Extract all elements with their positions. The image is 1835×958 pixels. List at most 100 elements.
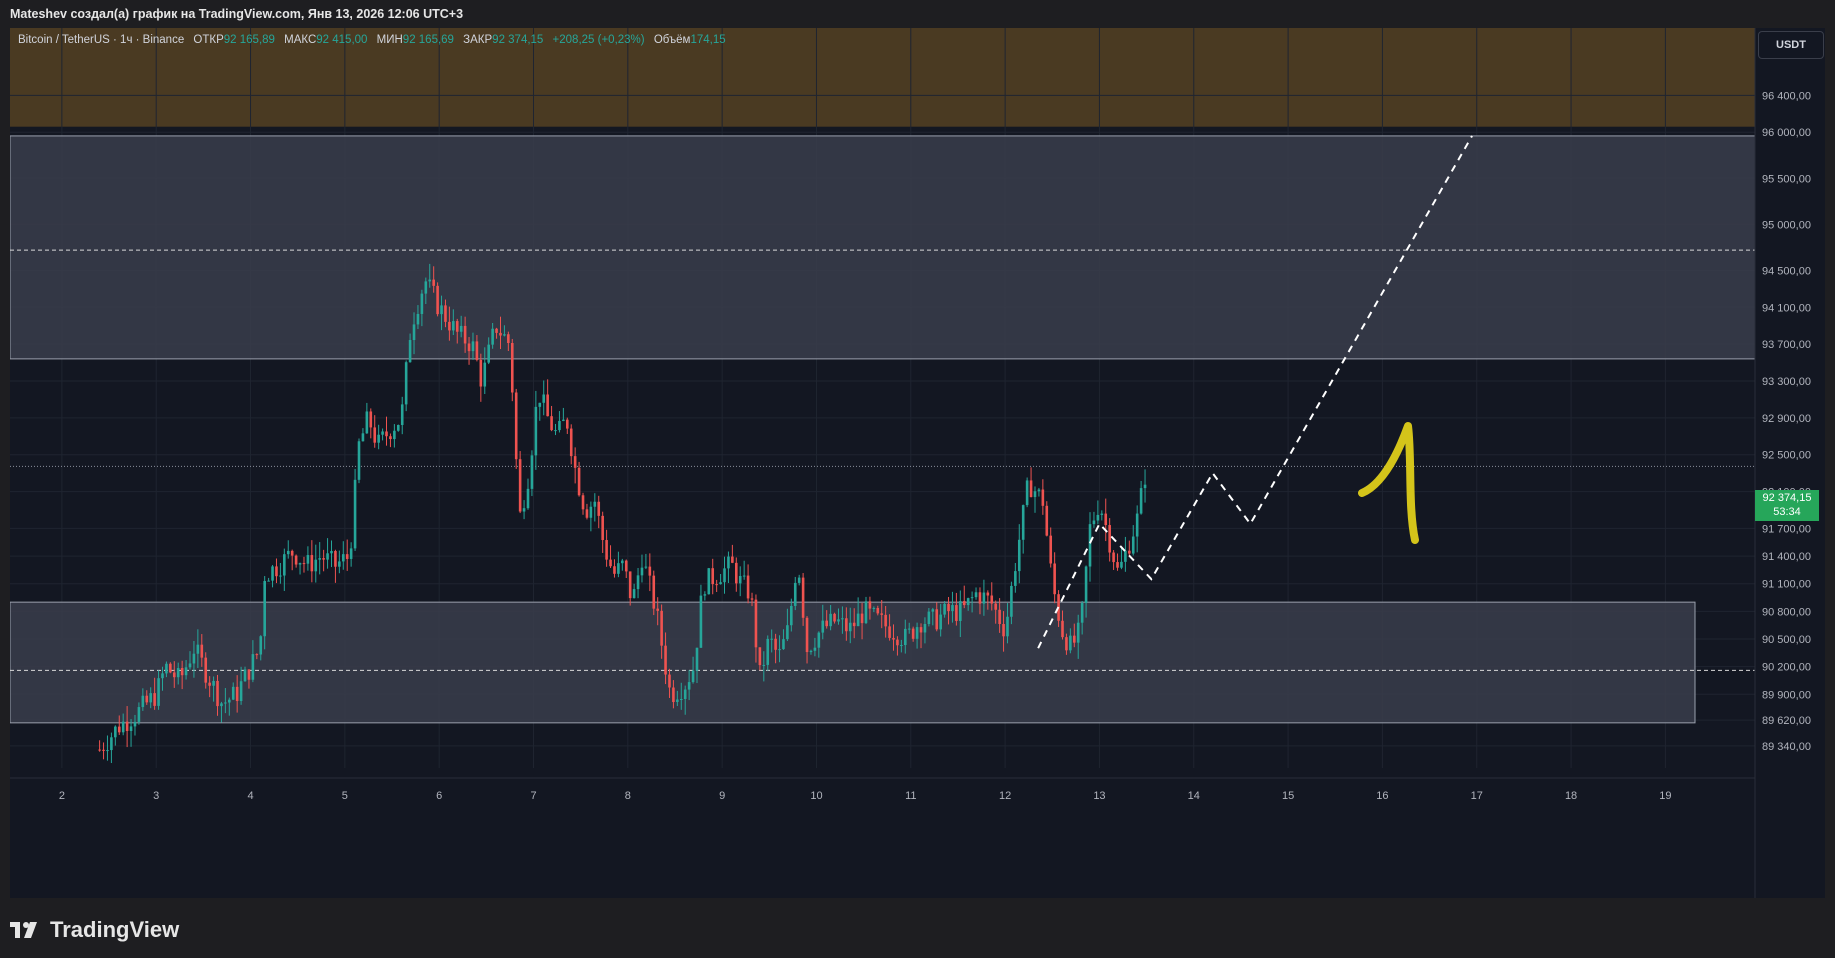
currency-button[interactable]: USDT [1758, 31, 1824, 59]
candle-body [624, 560, 628, 572]
candle-body [915, 627, 919, 639]
candle-body [1049, 535, 1053, 564]
candle-body [581, 495, 585, 510]
candle-body [479, 359, 483, 387]
candle-body [1080, 602, 1084, 623]
candle-body [565, 419, 569, 429]
candle-body [361, 433, 365, 442]
candle-body [1124, 550, 1127, 562]
bar-countdown: 53:34 [1773, 506, 1801, 518]
tradingview-logo-icon [10, 922, 37, 938]
candle-body [648, 566, 652, 576]
x-tick-label: 11 [905, 790, 916, 802]
candle-body [943, 603, 946, 615]
y-tick-label: 93 300,00 [1762, 376, 1811, 388]
candle-body [1128, 550, 1131, 554]
candle-body [106, 750, 109, 752]
candle-body [408, 340, 412, 363]
candle-body [1002, 624, 1005, 637]
y-tick-label: 92 500,00 [1762, 450, 1811, 462]
x-tick-label: 19 [1659, 790, 1671, 802]
candle-body [220, 703, 223, 707]
candle-body [1116, 562, 1119, 568]
candle-body [738, 575, 742, 584]
candle-body [133, 721, 137, 727]
low-value: 92 165,69 [402, 34, 454, 46]
candle-body [719, 582, 722, 585]
candle-body [424, 281, 428, 294]
tradingview-logo[interactable]: TradingView [10, 915, 179, 945]
price-scale [1755, 28, 1825, 898]
candle-body [283, 554, 286, 576]
y-tick-label: 91 400,00 [1762, 551, 1811, 563]
candle-body [931, 609, 935, 612]
candle-body [837, 619, 840, 622]
support-resistance-zone [10, 601, 1696, 724]
candle-body [1072, 635, 1076, 643]
candle-body [436, 285, 439, 315]
y-tick-label: 94 100,00 [1762, 302, 1811, 314]
x-tick-label: 7 [530, 790, 536, 802]
candle-body [495, 328, 498, 333]
candle-body [330, 550, 333, 554]
candle-body [455, 321, 459, 332]
x-tick-label: 18 [1565, 790, 1577, 802]
candle-body [1017, 539, 1021, 572]
x-tick-label: 2 [59, 790, 65, 802]
y-tick-label: 96 400,00 [1762, 90, 1811, 102]
candle-body [243, 669, 247, 682]
candle-body [1112, 552, 1115, 563]
candle-body [691, 670, 695, 683]
candle-body [149, 693, 153, 703]
candle-body [440, 305, 443, 315]
candle-body [864, 601, 868, 624]
candle-body [1135, 513, 1139, 537]
candle-body [841, 618, 844, 620]
candle-body [416, 313, 420, 325]
candle-body [153, 693, 156, 706]
candle-body [1045, 505, 1049, 536]
candle-body [636, 575, 640, 590]
candle-body [212, 680, 215, 686]
candle-body [911, 628, 915, 639]
candle-body [294, 555, 298, 565]
candle-body [896, 639, 899, 646]
y-tick-label: 90 500,00 [1762, 634, 1811, 646]
header-band [10, 28, 1755, 127]
open-label: ОТКР [193, 34, 224, 46]
candle-body [1010, 585, 1013, 617]
x-tick-label: 13 [1093, 790, 1105, 802]
candle-body [1014, 571, 1017, 586]
chart-area[interactable]: 96 400,00 96 000,00 95 500,00 95 000,00 94 5… [10, 28, 1825, 898]
symbol-label[interactable]: Bitcoin / TetherUS · 1ч · Binance [18, 34, 185, 46]
candle-body [1120, 561, 1123, 568]
candle-body [499, 332, 502, 336]
candle-body [951, 605, 954, 612]
y-tick-label: 92 900,00 [1762, 413, 1811, 425]
candle-body [990, 595, 994, 604]
candle-body [102, 749, 105, 751]
candle-body [353, 479, 357, 549]
candle-body [821, 620, 825, 633]
candle-body [856, 613, 860, 627]
candle-body [1061, 620, 1064, 638]
candle-body [279, 575, 282, 577]
candle-body [746, 575, 750, 599]
candle-body [1088, 524, 1092, 567]
candle-body [290, 550, 294, 556]
candle-body [542, 394, 546, 403]
x-tick-label: 5 [342, 790, 348, 802]
candle-body [314, 559, 318, 572]
candle-body [298, 563, 302, 565]
projection-path [1037, 135, 1473, 649]
candle-body [1076, 622, 1080, 643]
candle-body [357, 441, 361, 480]
candle-body [927, 611, 931, 625]
candle-body [652, 575, 656, 609]
candle-body [947, 603, 950, 612]
close-label: ЗАКР [463, 34, 493, 46]
candle-body [852, 622, 856, 627]
y-tick-label: 90 800,00 [1762, 606, 1811, 618]
candle-body [994, 603, 997, 610]
